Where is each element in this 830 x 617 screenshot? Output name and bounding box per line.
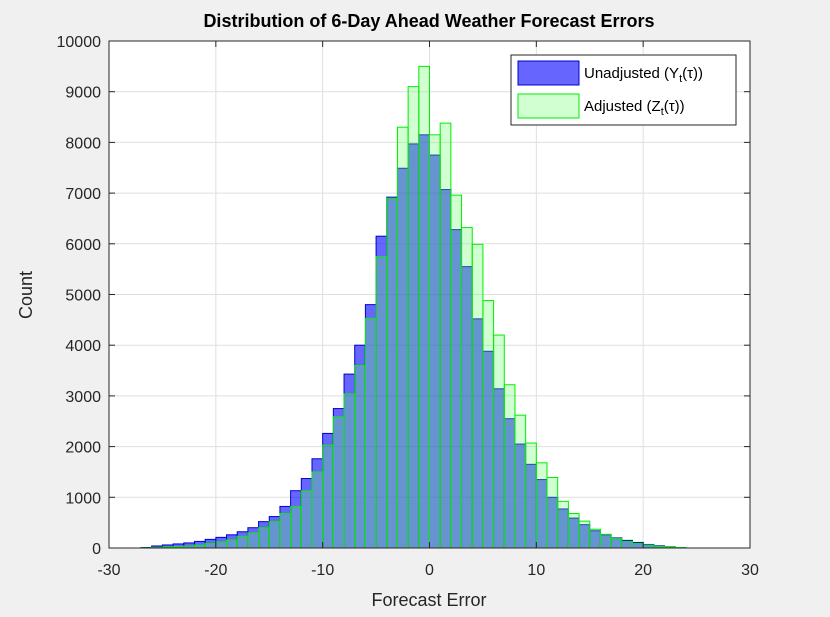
legend: Unadjusted (Yt(τ)) Adjusted (Zt(τ)) bbox=[510, 54, 737, 126]
legend-swatch-unadjusted bbox=[517, 60, 580, 86]
y-tick-labels: 0 1000 2000 3000 4000 5000 6000 7000 8000 9000 100… bbox=[57, 34, 102, 558]
chart-title: Distribution of 6-Day Ahead Weather Fore… bbox=[203, 11, 654, 31]
histogram-bar bbox=[343, 393, 356, 549]
histogram-bar bbox=[300, 490, 313, 549]
histogram-bar bbox=[429, 134, 441, 549]
y-tick-label: 2000 bbox=[65, 440, 101, 457]
y-tick-label: 3000 bbox=[65, 389, 101, 406]
histogram-bar bbox=[279, 513, 292, 549]
histogram-bar bbox=[311, 471, 324, 549]
histogram-bar bbox=[621, 540, 633, 549]
x-tick-label: 10 bbox=[527, 562, 545, 579]
y-axis-label: Count bbox=[16, 271, 36, 319]
ticks bbox=[108, 40, 751, 549]
histogram-bar bbox=[546, 477, 559, 549]
histogram-bar bbox=[364, 317, 377, 549]
histogram-bar bbox=[610, 537, 623, 549]
histogram-bar bbox=[354, 364, 366, 549]
histogram-bar bbox=[226, 539, 238, 549]
histogram-bar bbox=[322, 444, 334, 549]
histogram-bar bbox=[332, 416, 345, 549]
histogram-bar bbox=[418, 65, 431, 549]
histogram-bar bbox=[631, 542, 644, 549]
histogram-bar bbox=[471, 243, 484, 549]
x-tick-label: -20 bbox=[204, 562, 227, 579]
histogram-bar bbox=[204, 542, 217, 549]
legend-entry-unadjusted: Unadjusted (Yt(τ)) bbox=[584, 65, 703, 85]
y-tick-label: 9000 bbox=[65, 85, 101, 102]
x-axis-label: Forecast Error bbox=[371, 590, 486, 610]
x-tick-labels: -30 -20 -10 0 10 20 30 bbox=[97, 562, 759, 579]
histogram-bar bbox=[525, 442, 537, 549]
legend-entry-adjusted: Adjusted (Zt(τ)) bbox=[584, 98, 685, 118]
histogram-bar bbox=[247, 532, 260, 549]
y-tick-label: 10000 bbox=[57, 34, 102, 51]
histogram-bar bbox=[396, 126, 409, 549]
y-tick-label: 7000 bbox=[65, 186, 101, 203]
histogram-bar bbox=[589, 528, 601, 549]
histogram-bar bbox=[450, 194, 463, 549]
y-tick-label: 0 bbox=[92, 541, 101, 558]
y-tick-label: 5000 bbox=[65, 288, 101, 305]
histogram-bar bbox=[535, 462, 548, 549]
histogram-bar bbox=[514, 414, 527, 549]
y-tick-label: 6000 bbox=[65, 237, 101, 254]
histogram-bar bbox=[578, 520, 591, 549]
histogram-bar bbox=[461, 227, 473, 549]
histogram-bar bbox=[290, 505, 302, 549]
histogram-bar bbox=[567, 513, 580, 549]
histogram-bar bbox=[407, 86, 420, 549]
histogram-bar bbox=[215, 541, 228, 549]
histogram-bar bbox=[599, 533, 612, 549]
histogram-bar bbox=[557, 500, 569, 549]
histogram-bar bbox=[258, 527, 270, 549]
legend-swatch-adjusted bbox=[517, 93, 580, 119]
x-tick-label: 20 bbox=[634, 562, 652, 579]
y-tick-label: 1000 bbox=[65, 490, 101, 507]
histogram-bar bbox=[268, 521, 281, 549]
x-tick-label: -10 bbox=[311, 562, 334, 579]
histogram-bar bbox=[375, 255, 388, 549]
x-tick-label: -30 bbox=[97, 562, 120, 579]
histogram-bar bbox=[439, 122, 452, 549]
histogram-bar bbox=[493, 334, 505, 549]
y-tick-label: 8000 bbox=[65, 135, 101, 152]
y-tick-label: 4000 bbox=[65, 338, 101, 355]
x-tick-label: 0 bbox=[425, 562, 434, 579]
histogram-bar bbox=[386, 197, 398, 549]
histogram-bar bbox=[236, 535, 249, 549]
histogram-bar bbox=[503, 384, 516, 549]
histogram-bar bbox=[482, 300, 495, 549]
x-tick-label: 30 bbox=[741, 562, 759, 579]
